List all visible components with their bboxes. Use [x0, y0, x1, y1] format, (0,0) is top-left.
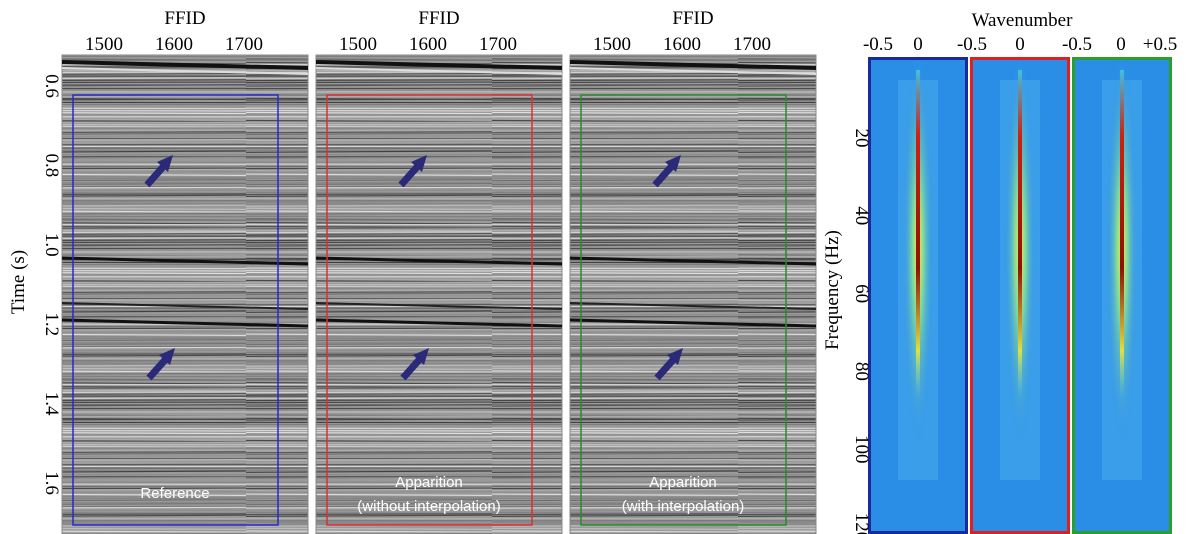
x-tick-label: -0.5: [863, 34, 893, 55]
x-tick-label: -0.5: [957, 34, 987, 55]
spectrum-core: [916, 70, 920, 400]
y-tick-label: 1.2: [41, 312, 62, 336]
panel-label: Apparition: [395, 474, 463, 491]
y-tick-label: 60: [851, 284, 872, 303]
panel-label: (with interpolation): [622, 498, 745, 515]
reflector: [61, 256, 309, 266]
spectrum-core: [1018, 70, 1022, 400]
axis-title: Wavenumber: [972, 10, 1073, 31]
arrow-head: [159, 348, 175, 365]
reflector: [61, 318, 309, 328]
reflector: [315, 318, 563, 328]
arrow-head: [157, 155, 173, 172]
arrow-head: [413, 348, 429, 365]
spectrum-border: [868, 57, 968, 534]
y-tick-label: 100: [851, 435, 872, 464]
window-box: [326, 94, 533, 526]
y-tick-label: 1.4: [41, 392, 62, 416]
axis-title: FFID: [164, 8, 205, 29]
x-tick-label: 0: [1116, 34, 1126, 55]
axis-title: FFID: [672, 8, 713, 29]
x-tick-label: 1600: [663, 34, 701, 55]
y-tick-label: 1.0: [41, 233, 62, 257]
arrow-head: [411, 155, 427, 172]
x-tick-label: 1700: [479, 34, 517, 55]
x-tick-label: 0: [1015, 34, 1025, 55]
reflector: [569, 318, 817, 328]
reflector: [61, 302, 309, 310]
arrow-shaft: [654, 357, 676, 381]
arrow-head: [665, 155, 681, 172]
x-tick-label: 1700: [733, 34, 771, 55]
y-tick-label: 20: [851, 129, 872, 148]
seismic-image: [316, 55, 562, 534]
x-tick-label: 1500: [85, 34, 123, 55]
reflector: [61, 60, 309, 70]
reflector: [569, 60, 817, 70]
x-tick-label: 1500: [593, 34, 631, 55]
seismic-image: [62, 55, 308, 534]
panel-label: Apparition: [649, 474, 717, 491]
arrow-shaft: [146, 357, 168, 381]
y-tick-label: 0.8: [41, 154, 62, 178]
reflector: [61, 67, 309, 75]
arrow-shaft: [652, 164, 674, 188]
panel-label: (without interpolation): [357, 498, 500, 515]
y-tick-label: 120: [851, 513, 872, 534]
arrow-head: [667, 348, 683, 365]
spectrum-border: [1072, 57, 1172, 534]
y-tick-label: 40: [851, 206, 872, 225]
x-tick-label: 1600: [155, 34, 193, 55]
window-box: [580, 94, 787, 526]
x-tick-label: +0.5: [1143, 34, 1177, 55]
axis-title: FFID: [418, 8, 459, 29]
spectrum-border: [970, 57, 1070, 534]
reflector: [315, 60, 563, 70]
panel-label: Reference: [140, 485, 209, 502]
seismic-frame: [61, 54, 309, 534]
reflector: [315, 302, 563, 310]
seismic-image: [570, 55, 816, 534]
seismic-frame: [569, 54, 817, 534]
reflector: [569, 302, 817, 310]
arrow-shaft: [400, 357, 422, 381]
reflector: [569, 67, 817, 75]
spectrum-core: [1120, 70, 1124, 400]
axis-title: Time (s): [8, 250, 29, 314]
x-tick-label: 1500: [339, 34, 377, 55]
reflector: [569, 256, 817, 266]
x-tick-label: 0: [913, 34, 923, 55]
y-tick-label: 80: [851, 362, 872, 381]
y-tick-label: 1.6: [41, 471, 62, 495]
x-tick-label: 1600: [409, 34, 447, 55]
axis-title: Frequency (Hz): [822, 230, 843, 350]
reflector: [315, 67, 563, 75]
arrow-shaft: [144, 164, 166, 188]
x-tick-label: 1700: [225, 34, 263, 55]
window-box: [72, 94, 279, 526]
arrow-shaft: [398, 164, 420, 188]
reflector: [315, 256, 563, 266]
x-tick-label: -0.5: [1062, 34, 1092, 55]
y-tick-label: 0.6: [41, 74, 62, 98]
seismic-frame: [315, 54, 563, 534]
